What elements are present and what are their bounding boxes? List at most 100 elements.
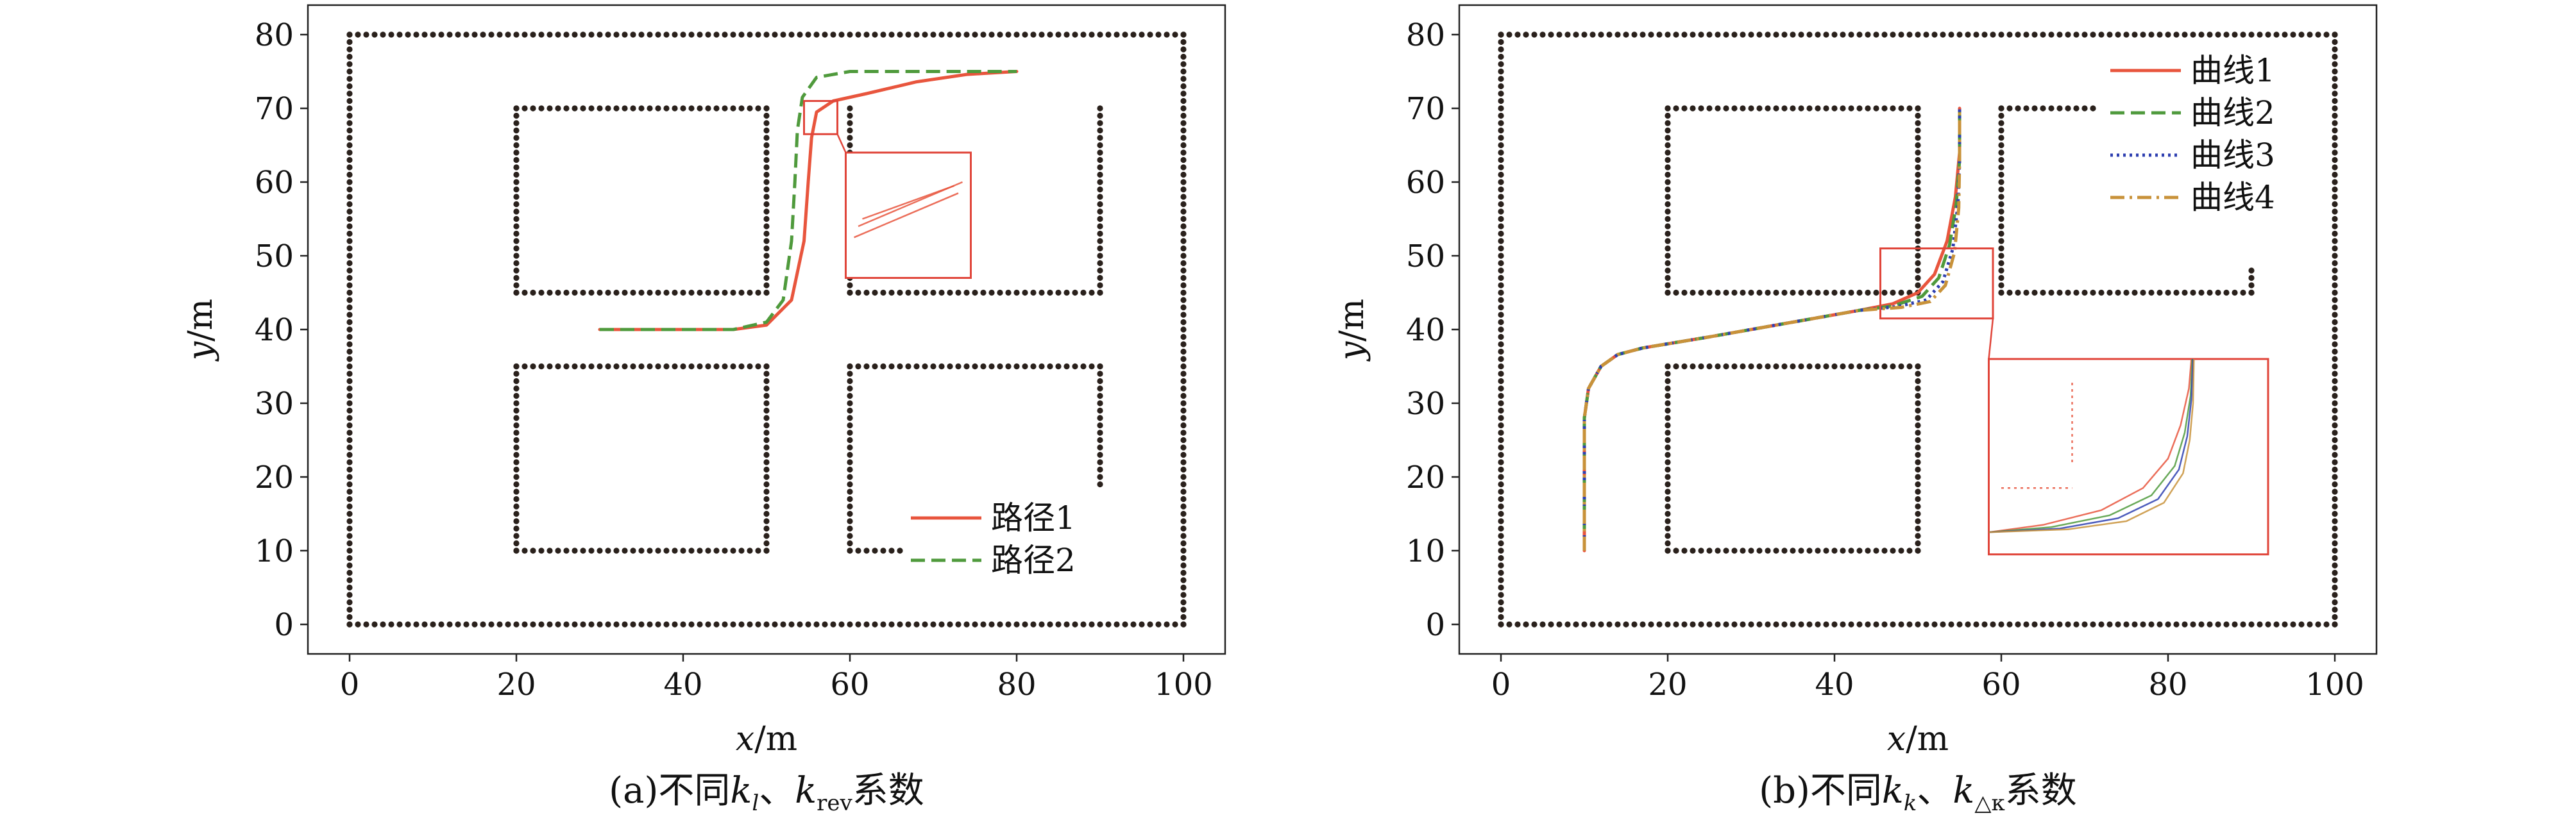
obstacle-point (530, 547, 536, 554)
obstacle-point (730, 105, 736, 112)
obstacle-point (1097, 363, 1103, 370)
obstacle-point (847, 496, 853, 503)
obstacle-point (763, 230, 770, 237)
obstacle-point (1873, 621, 1879, 628)
obstacle-point (755, 547, 761, 554)
obstacle-point (530, 289, 536, 296)
zoom-inset-box (1988, 358, 2269, 556)
obstacle-point (597, 31, 603, 38)
obstacle-point (1665, 371, 1671, 377)
obstacle-point (547, 105, 553, 112)
obstacle-point (1531, 621, 1538, 628)
obstacle-point (2157, 289, 2163, 296)
obstacle-point (855, 621, 861, 628)
obstacle-point (1665, 503, 1671, 510)
obstacle-point (346, 348, 353, 355)
obstacle-point (2015, 621, 2021, 628)
caption-coef-1-sub: k (1904, 790, 1917, 816)
obstacle-point (647, 547, 653, 554)
obstacle-point (1665, 444, 1671, 451)
obstacle-point (346, 215, 353, 222)
obstacle-point (2273, 621, 2280, 628)
series-line-2 (600, 70, 1017, 331)
obstacle-point (2332, 444, 2338, 451)
zoom-source-box (803, 100, 838, 135)
obstacle-point (2282, 31, 2288, 38)
obstacle-point (1740, 31, 1746, 38)
caption-separator: 、 (1917, 770, 1953, 812)
obstacle-point (2332, 437, 2338, 444)
obstacle-point (1097, 621, 1103, 628)
obstacle-point (371, 31, 378, 38)
obstacle-point (805, 621, 811, 628)
obstacle-point (1915, 533, 1921, 539)
obstacle-point (1498, 238, 1504, 244)
obstacle-point (1823, 31, 1829, 38)
obstacle-point (1915, 267, 1921, 274)
obstacle-point (847, 407, 853, 414)
obstacle-point (672, 105, 678, 112)
obstacle-point (763, 363, 770, 370)
obstacle-point (655, 105, 661, 112)
obstacle-point (1765, 31, 1771, 38)
obstacle-point (1030, 289, 1037, 296)
obstacle-point (788, 621, 795, 628)
obstacle-point (346, 230, 353, 237)
obstacle-point (1698, 363, 1704, 370)
obstacle-point (1038, 31, 1045, 38)
obstacle-point (1915, 488, 1921, 495)
obstacle-point (2148, 621, 2155, 628)
obstacle-point (1715, 105, 1721, 112)
obstacle-point (1748, 31, 1754, 38)
obstacle-point (405, 621, 411, 628)
obstacle-point (2081, 31, 2088, 38)
obstacle-point (2298, 621, 2305, 628)
obstacle-point (2023, 289, 2029, 296)
obstacle-point (1498, 194, 1504, 200)
obstacle-point (346, 135, 353, 141)
obstacle-point (1915, 230, 1921, 237)
obstacle-point (1823, 621, 1829, 628)
obstacle-point (763, 179, 770, 185)
obstacle-point (1180, 444, 1187, 451)
obstacle-point (605, 105, 611, 112)
obstacle-point (1665, 238, 1671, 244)
obstacle-point (1114, 31, 1120, 38)
x-tick-label: 0 (1491, 667, 1511, 703)
obstacle-point (847, 444, 853, 451)
obstacle-point (1180, 510, 1187, 517)
obstacle-point (1523, 31, 1529, 38)
obstacle-point (1890, 105, 1896, 112)
obstacle-point (572, 31, 578, 38)
obstacle-point (355, 31, 361, 38)
obstacle-point (2332, 142, 2338, 149)
obstacle-point (1180, 415, 1187, 421)
obstacle-point (346, 400, 353, 406)
obstacle-point (1097, 385, 1103, 392)
obstacle-point (513, 474, 520, 480)
obstacle-point (1998, 238, 2004, 244)
obstacle-point (2148, 289, 2155, 296)
obstacle-point (346, 120, 353, 126)
obstacle-point (622, 363, 628, 370)
obstacle-point (1915, 260, 1921, 267)
obstacle-point (2332, 533, 2338, 539)
obstacle-point (730, 289, 736, 296)
obstacle-point (580, 621, 586, 628)
obstacle-point (672, 547, 678, 554)
obstacle-point (1030, 363, 1037, 370)
obstacle-point (2015, 31, 2021, 38)
obstacle-point (1180, 503, 1187, 510)
obstacle-point (1097, 422, 1103, 429)
obstacle-point (2332, 555, 2338, 562)
obstacle-point (1498, 201, 1504, 208)
obstacle-point (1998, 289, 2004, 296)
obstacle-point (747, 547, 753, 554)
obstacle-point (1063, 31, 1070, 38)
obstacle-point (1498, 164, 1504, 171)
obstacle-point (1665, 481, 1671, 488)
obstacle-point (1097, 194, 1103, 200)
obstacle-point (638, 289, 645, 296)
obstacle-point (2332, 326, 2338, 333)
obstacle-point (1915, 459, 1921, 465)
